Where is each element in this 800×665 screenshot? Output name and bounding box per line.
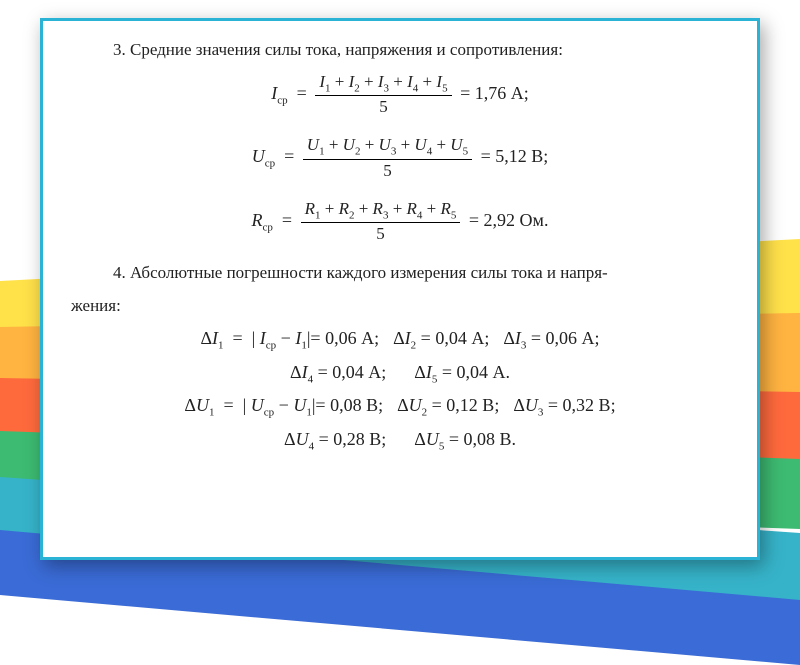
equation: Uср = U1 + U2 + U3 + U4 + U55 = 5,12 В; xyxy=(71,135,729,180)
section3-equations: Iср = I1 + I2 + I3 + I4 + I55 = 1,76 А; U… xyxy=(71,72,729,244)
content-card: 3. Средние значения силы тока, напряжени… xyxy=(40,18,760,560)
delta-line: ΔI1 = | Iср − I1|= 0,06 А;ΔI2 = 0,04 А;Δ… xyxy=(71,328,729,352)
equation: Iср = I1 + I2 + I3 + I4 + I55 = 1,76 А; xyxy=(71,72,729,117)
section4-heading-line1: 4. Абсолютные погрешности каждого измере… xyxy=(71,262,729,285)
delta-line: ΔU4 = 0,28 В;ΔU5 = 0,08 В. xyxy=(71,429,729,453)
section4-delta-i: ΔI1 = | Iср − I1|= 0,06 А;ΔI2 = 0,04 А;Δ… xyxy=(71,328,729,385)
delta-line: ΔI4 = 0,04 А;ΔI5 = 0,04 А. xyxy=(71,362,729,386)
section4-delta-u: ΔU1 = | Uср − U1|= 0,08 В;ΔU2 = 0,12 В;Δ… xyxy=(71,395,729,452)
section3-heading: 3. Средние значения силы тока, напряжени… xyxy=(71,39,729,62)
section4-heading-line2: жения: xyxy=(71,295,729,318)
equation: Rср = R1 + R2 + R3 + R4 + R55 = 2,92 Ом. xyxy=(71,199,729,244)
delta-line: ΔU1 = | Uср − U1|= 0,08 В;ΔU2 = 0,12 В;Δ… xyxy=(71,395,729,419)
